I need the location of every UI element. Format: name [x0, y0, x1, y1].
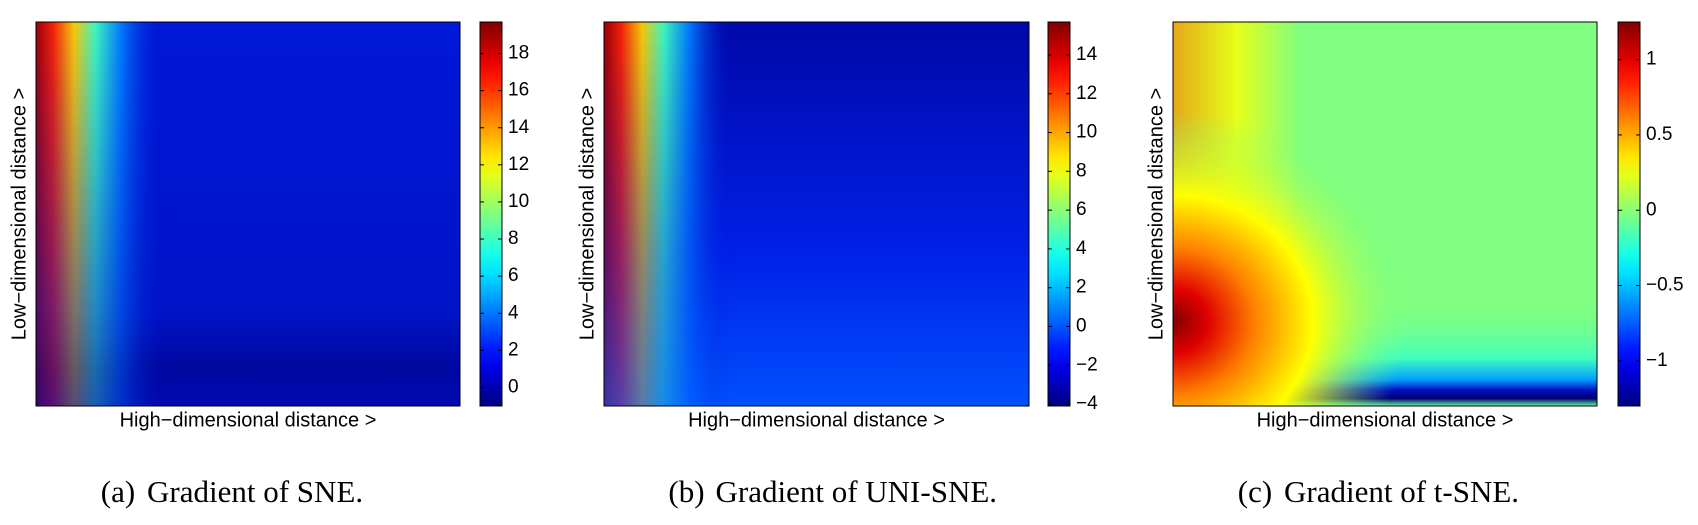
plot-frame	[35, 21, 461, 407]
colorbar-tick-label: 10	[1076, 122, 1097, 143]
colorbar-tick-label: 0	[1646, 199, 1657, 220]
x-axis-label: High−dimensional distance >	[688, 409, 945, 431]
heatmap-a	[36, 22, 460, 406]
x-axis-label: High−dimensional distance >	[1257, 409, 1514, 431]
colorbar-tick-label: 16	[508, 80, 529, 101]
colorbar-tick-label: 8	[1076, 160, 1087, 181]
colorbar-tick-label: 18	[508, 43, 529, 64]
colorbar-tick-label: 12	[1076, 83, 1097, 104]
caption: Gradient of UNI-SNE.	[716, 474, 998, 509]
plot-frame	[1172, 21, 1598, 407]
caption-label: (b)	[668, 474, 704, 509]
colorbar-tick-label: −0.5	[1646, 275, 1684, 296]
heatmap-c	[1173, 22, 1597, 406]
colorbar-ticks: −4 −2 0 2 4 6 8 10 12 14	[1076, 44, 1098, 414]
y-axis-label: Low−dimensional distance >	[576, 88, 598, 340]
colorbar-tick-label: 4	[508, 302, 519, 323]
colorbar-tick-label: 10	[508, 191, 529, 212]
colorbar-tick-label: 8	[508, 228, 519, 249]
heatmap-b	[604, 22, 1029, 406]
caption: Gradient of SNE.	[147, 474, 363, 509]
caption-label: (a)	[101, 474, 135, 509]
colorbar-ticks: −1 −0.5 0 0.5 1	[1646, 49, 1684, 371]
x-axis-label: High−dimensional distance >	[120, 409, 377, 431]
colorbar-tick-label: −2	[1076, 354, 1098, 375]
caption: Gradient of t-SNE.	[1284, 474, 1519, 509]
colorbar	[479, 21, 503, 407]
colorbar-tick-label: 1	[1646, 49, 1657, 70]
colorbar-tick-label: 6	[508, 265, 519, 286]
colorbar-tick-label: 6	[1076, 199, 1087, 220]
colorbar-tick-label: 12	[508, 154, 529, 175]
colorbar-tick-label: −1	[1646, 350, 1668, 371]
colorbar	[1617, 21, 1641, 407]
colorbar-ticks: 0 2 4 6 8 10 12 14 16 18	[508, 43, 530, 398]
y-axis-label: Low−dimensional distance >	[1145, 88, 1167, 340]
colorbar-tick-label: −4	[1076, 393, 1098, 414]
colorbar-tick-label: 14	[1076, 44, 1098, 65]
colorbar-tick-label: 4	[1076, 238, 1087, 259]
y-axis-label: Low−dimensional distance >	[8, 88, 30, 340]
colorbar-tick-label: 0.5	[1646, 124, 1672, 145]
colorbar-tick-label: 14	[508, 117, 530, 138]
caption-label: (c)	[1238, 474, 1272, 509]
plot-frame	[603, 21, 1030, 407]
colorbar-tick-label: 0	[508, 376, 519, 397]
colorbar-tick-label: 2	[1076, 277, 1087, 298]
colorbar-tick-label: 2	[508, 339, 519, 360]
colorbar	[1047, 21, 1071, 407]
colorbar-tick-label: 0	[1076, 316, 1087, 337]
